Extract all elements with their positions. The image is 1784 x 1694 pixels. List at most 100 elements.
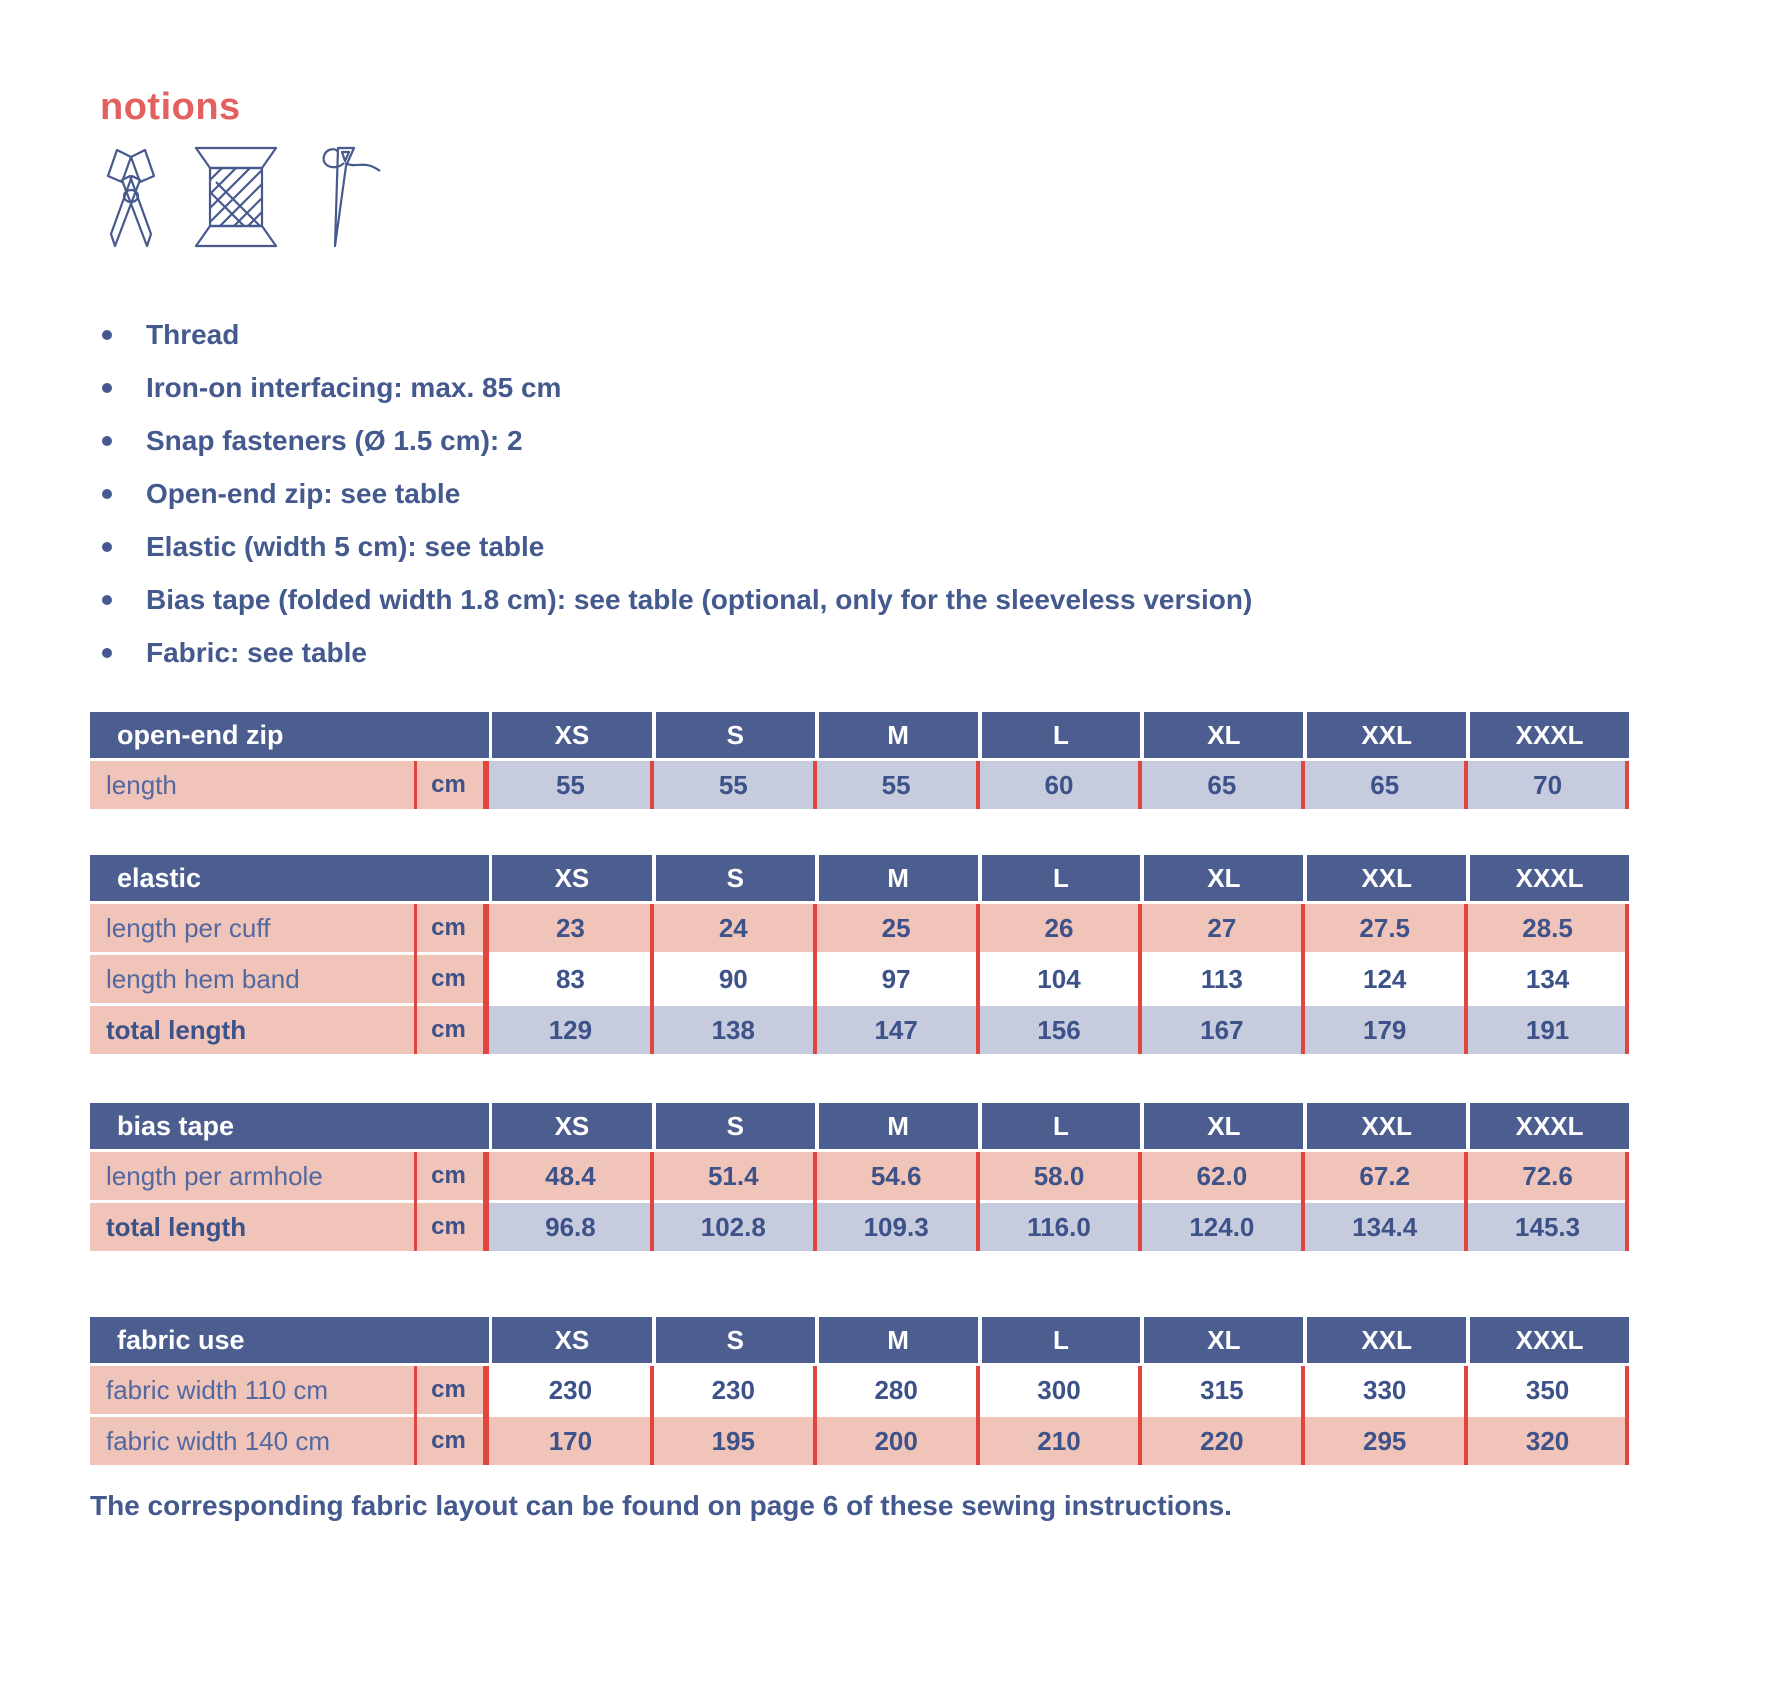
cell-value: 51.4 — [651, 1152, 815, 1200]
grid-line — [650, 904, 654, 1054]
grid-line — [1625, 1366, 1629, 1465]
cell-value: 113 — [1140, 955, 1304, 1003]
table-body: length per armhole cm 48.4 51.4 54.6 58.… — [90, 1152, 1629, 1251]
grid-line — [1625, 761, 1629, 809]
size-header: XL — [1140, 712, 1304, 758]
cell-value: 27.5 — [1303, 904, 1467, 952]
size-header: XXL — [1303, 855, 1467, 901]
grid-line — [1625, 1152, 1629, 1251]
row-label: length per armhole — [90, 1152, 414, 1200]
grid-line — [650, 761, 654, 809]
list-item-text: Elastic (width 5 cm): see table — [146, 531, 545, 562]
cell-value: 55 — [651, 761, 815, 809]
size-header: L — [977, 855, 1141, 901]
cell-value: 156 — [977, 1006, 1141, 1054]
grid-line — [483, 761, 489, 809]
grid-line — [1301, 761, 1305, 809]
cell-value: 65 — [1140, 761, 1304, 809]
grid-line — [813, 1366, 817, 1465]
grid-line — [650, 1152, 654, 1251]
cell-value: 104 — [977, 955, 1141, 1003]
grid-line — [483, 1366, 489, 1465]
cell-value: 138 — [651, 1006, 815, 1054]
size-header: L — [977, 1103, 1141, 1149]
bullet-dot — [102, 648, 112, 658]
grid-line — [976, 761, 980, 809]
size-header: L — [977, 712, 1141, 758]
list-item: Elastic (width 5 cm): see table — [98, 530, 1784, 564]
cell-value: 55 — [489, 761, 652, 809]
bullet-dot — [102, 542, 112, 552]
row-label: fabric width 110 cm — [90, 1366, 414, 1414]
cell-value: 90 — [651, 955, 815, 1003]
cell-value: 72.6 — [1466, 1152, 1629, 1200]
list-item: Open-end zip: see table — [98, 477, 1784, 511]
cell-value: 97 — [814, 955, 978, 1003]
cell-value: 65 — [1303, 761, 1467, 809]
size-header: XXXL — [1466, 1317, 1629, 1363]
cell-value: 48.4 — [489, 1152, 652, 1200]
list-item: Iron-on interfacing: max. 85 cm — [98, 371, 1784, 405]
table-bias-tape: bias tape XS S M L XL XXL XXXL length pe… — [90, 1103, 1629, 1251]
cell-value: 28.5 — [1466, 904, 1629, 952]
cell-value: 210 — [977, 1417, 1141, 1465]
grid-line — [1625, 904, 1629, 1054]
table-row: length per armhole cm 48.4 51.4 54.6 58.… — [90, 1152, 1629, 1200]
cell-value: 60 — [977, 761, 1141, 809]
cell-value: 167 — [1140, 1006, 1304, 1054]
cell-value: 27 — [1140, 904, 1304, 952]
cell-value: 67.2 — [1303, 1152, 1467, 1200]
size-header: L — [977, 1317, 1141, 1363]
table-body: fabric width 110 cm cm 230 230 280 300 3… — [90, 1366, 1629, 1465]
cell-value: 230 — [489, 1366, 652, 1414]
table-elastic: elastic XS S M L XL XXL XXXL length per … — [90, 855, 1629, 1054]
row-unit: cm — [414, 1417, 489, 1465]
size-header: XXXL — [1466, 712, 1629, 758]
cell-value: 62.0 — [1140, 1152, 1304, 1200]
row-unit: cm — [414, 955, 489, 1003]
cell-value: 109.3 — [814, 1203, 978, 1251]
size-header: XL — [1140, 1317, 1304, 1363]
cell-value: 350 — [1466, 1366, 1629, 1414]
grid-line — [976, 1366, 980, 1465]
table-row: total length cm 96.8 102.8 109.3 116.0 1… — [90, 1203, 1629, 1251]
cell-value: 26 — [977, 904, 1141, 952]
table-title: elastic — [90, 855, 489, 901]
size-header: XXL — [1303, 712, 1467, 758]
cell-value: 320 — [1466, 1417, 1629, 1465]
grid-line — [650, 1366, 654, 1465]
list-item-text: Fabric: see table — [146, 637, 367, 668]
row-label: length — [90, 761, 414, 809]
table-open-end-zip: open-end zip XS S M L XL XXL XXXL length… — [90, 712, 1629, 809]
grid-line — [1301, 1366, 1305, 1465]
cell-value: 25 — [814, 904, 978, 952]
table-row: fabric width 110 cm cm 230 230 280 300 3… — [90, 1366, 1629, 1414]
row-unit: cm — [414, 1203, 489, 1251]
notions-icons — [98, 142, 1784, 254]
cell-value: 170 — [489, 1417, 652, 1465]
list-item-text: Bias tape (folded width 1.8 cm): see tab… — [146, 584, 1253, 615]
cell-value: 220 — [1140, 1417, 1304, 1465]
table-body: length cm 55 55 55 60 65 65 70 — [90, 761, 1629, 809]
bullet-dot — [102, 330, 112, 340]
table-row: length cm 55 55 55 60 65 65 70 — [90, 761, 1629, 809]
size-header: S — [651, 1317, 815, 1363]
cell-value: 280 — [814, 1366, 978, 1414]
cell-value: 134 — [1466, 955, 1629, 1003]
grid-line — [1464, 1152, 1468, 1251]
cell-value: 116.0 — [977, 1203, 1141, 1251]
bullet-dot — [102, 595, 112, 605]
cell-value: 230 — [651, 1366, 815, 1414]
row-unit: cm — [414, 761, 489, 809]
bullet-dot — [102, 383, 112, 393]
cell-value: 58.0 — [977, 1152, 1141, 1200]
size-header: S — [651, 855, 815, 901]
size-header: XS — [489, 1103, 652, 1149]
bullet-dot — [102, 436, 112, 446]
row-label: total length — [90, 1203, 414, 1251]
table-fabric-use: fabric use XS S M L XL XXL XXXL fabric w… — [90, 1317, 1629, 1465]
cell-value: 124.0 — [1140, 1203, 1304, 1251]
grid-line — [1301, 904, 1305, 1054]
grid-line — [414, 1152, 417, 1251]
grid-line — [976, 904, 980, 1054]
